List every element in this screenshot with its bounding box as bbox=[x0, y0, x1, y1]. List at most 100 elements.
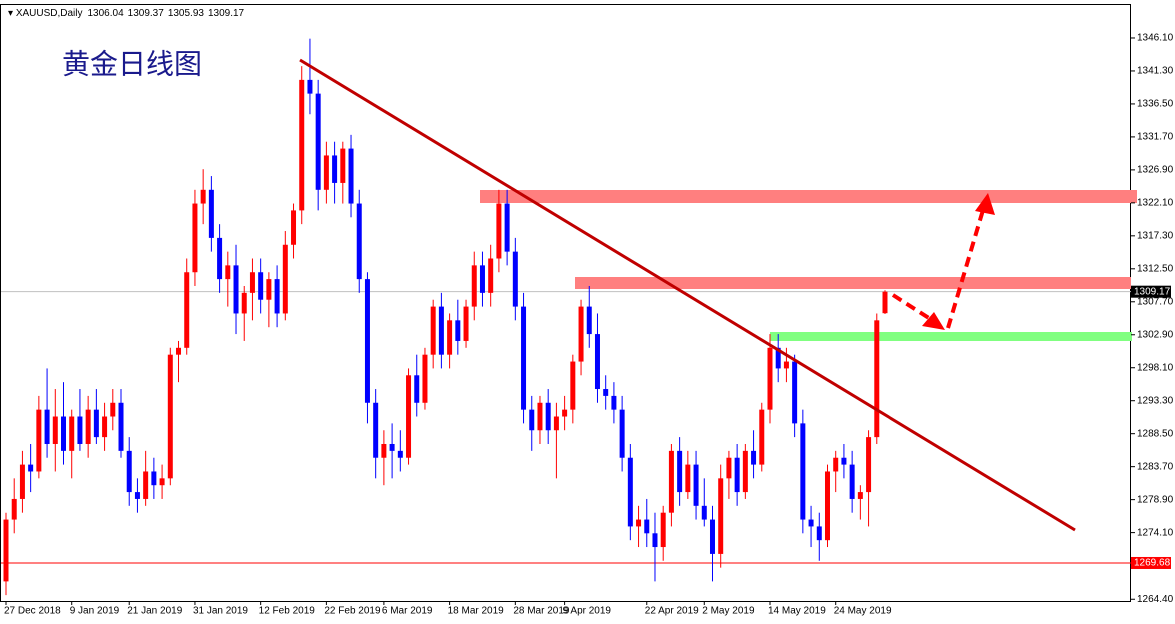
candle-body bbox=[159, 478, 165, 486]
candle-body bbox=[143, 471, 149, 499]
candle-body bbox=[422, 354, 428, 403]
x-tick-label: 22 Apr 2019 bbox=[645, 606, 699, 617]
candle-body bbox=[463, 306, 469, 341]
candle-body bbox=[282, 244, 288, 314]
resistance-zone bbox=[575, 277, 1131, 289]
candle-body bbox=[660, 512, 666, 548]
candle-body bbox=[233, 265, 239, 314]
candle-body bbox=[307, 79, 313, 94]
x-tick-label: 27 Dec 2018 bbox=[4, 606, 61, 617]
candle-body bbox=[693, 464, 699, 506]
candle-body bbox=[594, 334, 600, 390]
candle-body bbox=[406, 375, 412, 458]
candle-body bbox=[19, 464, 25, 499]
arrow-head bbox=[922, 312, 945, 330]
candle-body bbox=[36, 409, 42, 472]
symbol: XAUUSD,Daily bbox=[16, 8, 83, 19]
candle-body bbox=[258, 272, 264, 300]
candle-body bbox=[134, 492, 140, 499]
candle-body bbox=[93, 409, 99, 438]
resistance-zone bbox=[480, 190, 1137, 203]
candle-body bbox=[759, 409, 765, 465]
candle-body bbox=[299, 79, 305, 211]
candle-body bbox=[816, 526, 822, 541]
ohlc-low: 1305.93 bbox=[168, 8, 205, 19]
arrow-line bbox=[891, 293, 934, 322]
candle-body bbox=[3, 519, 9, 582]
ohlc-close: 1309.17 bbox=[208, 8, 245, 19]
candle-body bbox=[824, 471, 830, 541]
candle-body bbox=[529, 409, 535, 431]
candle-body bbox=[849, 464, 855, 499]
candle-body bbox=[11, 498, 17, 520]
candle-body bbox=[200, 189, 206, 204]
candle-body bbox=[77, 416, 83, 444]
candle-body bbox=[833, 457, 839, 472]
x-tick-label: 2 May 2019 bbox=[702, 606, 755, 617]
candle-body bbox=[701, 505, 707, 520]
x-tick-label: 22 Feb 2019 bbox=[324, 606, 381, 617]
y-tick-label: 1322.10 bbox=[1137, 197, 1174, 208]
price-label-box bbox=[1131, 556, 1171, 569]
candle-body bbox=[356, 203, 362, 280]
x-tick-label: 6 Mar 2019 bbox=[382, 606, 433, 617]
candle-body bbox=[430, 306, 436, 355]
y-tick-label: 1274.10 bbox=[1137, 527, 1174, 538]
x-tick-label: 9 Apr 2019 bbox=[563, 606, 612, 617]
candle-body bbox=[364, 279, 370, 403]
y-tick-label: 1326.90 bbox=[1137, 165, 1174, 176]
candle-body bbox=[167, 354, 173, 479]
candle-body bbox=[447, 320, 453, 355]
candle-body bbox=[882, 291, 888, 314]
price-layer bbox=[1, 291, 1131, 564]
y-tick-label: 1288.50 bbox=[1137, 428, 1174, 439]
candle-body bbox=[504, 203, 510, 252]
candle-body bbox=[775, 347, 781, 369]
candle-body bbox=[44, 409, 50, 444]
price-label: 1309.17 bbox=[1134, 286, 1171, 297]
candle-body bbox=[455, 320, 461, 341]
candle-body bbox=[792, 361, 798, 424]
x-tick-label: 18 Mar 2019 bbox=[448, 606, 505, 617]
candle-body bbox=[266, 279, 272, 300]
x-tick-label: 12 Feb 2019 bbox=[259, 606, 316, 617]
candle-body bbox=[718, 478, 724, 554]
candle-body bbox=[611, 395, 617, 410]
y-tick-label: 1293.30 bbox=[1137, 395, 1174, 406]
y-tick-label: 1317.30 bbox=[1137, 230, 1174, 241]
x-tick-label: 24 May 2019 bbox=[834, 606, 892, 617]
candle-body bbox=[677, 450, 683, 493]
x-tick-label: 21 Jan 2019 bbox=[127, 606, 182, 617]
candle-body bbox=[291, 210, 297, 245]
x-tick-label: 9 Jan 2019 bbox=[70, 606, 120, 617]
candle-body bbox=[562, 409, 568, 417]
ohlc-open: 1306.04 bbox=[88, 8, 125, 19]
header: ▾ XAUUSD,Daily 1306.04 1309.37 1305.93 1309.… bbox=[8, 8, 245, 19]
trend-line bbox=[299, 58, 1076, 532]
y-tick-label: 1298.10 bbox=[1137, 362, 1174, 373]
candle-body bbox=[685, 464, 691, 493]
candles bbox=[3, 38, 888, 596]
candle-body bbox=[102, 416, 108, 438]
y-tick-label: 1302.90 bbox=[1137, 329, 1174, 340]
candle-body bbox=[767, 347, 773, 410]
x-tick-label: 31 Jan 2019 bbox=[193, 606, 248, 617]
candle-body bbox=[52, 416, 58, 444]
candle-body bbox=[545, 402, 551, 431]
y-tick-label: 1336.50 bbox=[1137, 99, 1174, 110]
header-icon: ▾ bbox=[8, 8, 16, 19]
arrow-line bbox=[946, 209, 985, 329]
candle-body bbox=[841, 457, 847, 465]
candle-body bbox=[553, 416, 559, 431]
candle-body bbox=[808, 519, 814, 527]
candle-body bbox=[225, 265, 231, 280]
candle-body bbox=[668, 450, 674, 513]
candle-body bbox=[192, 203, 198, 273]
candle-body bbox=[521, 306, 527, 410]
candle-body bbox=[652, 533, 658, 548]
chart-title: 黄金日线图 bbox=[62, 48, 202, 79]
candle-body bbox=[414, 375, 420, 403]
candle-body bbox=[208, 189, 214, 238]
